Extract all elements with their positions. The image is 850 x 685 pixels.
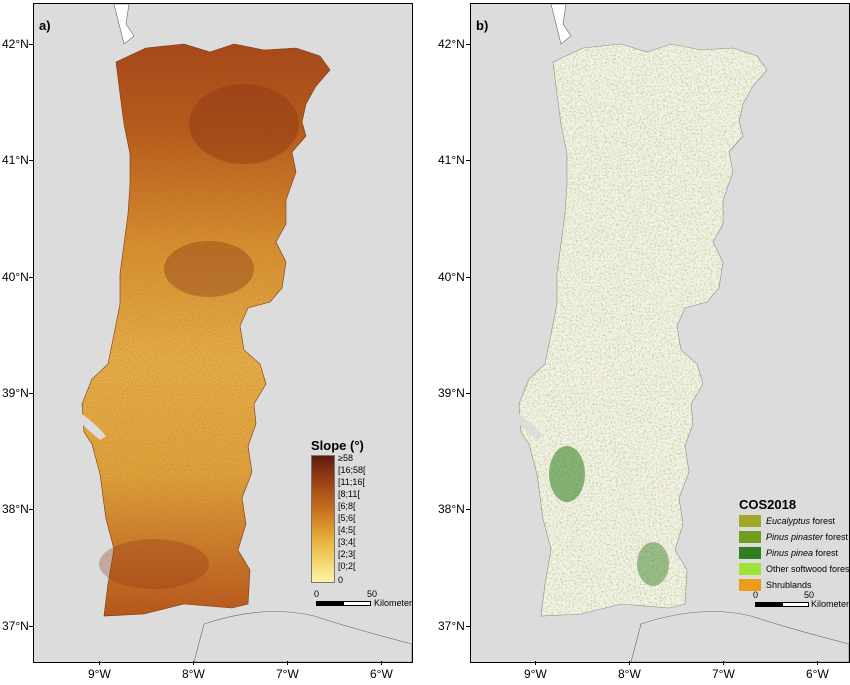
longitude-tickmark (723, 661, 724, 665)
longitude-label: 8°W (618, 667, 641, 681)
longitude-label: 7°W (276, 667, 299, 681)
slope-class-label: [3;4[ (338, 537, 356, 547)
cos-legend-item-eucalyptus: Eucalyptus forest (739, 515, 849, 528)
slope-map (81, 4, 412, 662)
cos-legend-title: COS2018 (739, 497, 797, 512)
cos-legend-item-pinus-pinaster: Pinus pinaster forest (739, 531, 849, 544)
latitude-tickmark (29, 277, 33, 278)
landcover-map-panel: b) COS2018 Eucalyptus forest Pinus pinas… (470, 3, 850, 663)
scale-bar-unit: Kilometers (811, 599, 850, 609)
cos-legend-item-shrublands: Shrublands (739, 579, 849, 592)
longitude-label: 6°W (806, 667, 829, 681)
scale-bar-white-segment (782, 602, 809, 607)
slope-class-label: [0;2[ (338, 561, 356, 571)
latitude-tickmark (29, 509, 33, 510)
slope-class-label: [2;3[ (338, 549, 356, 559)
scale-bar-black-segment (755, 602, 782, 607)
longitude-label: 7°W (712, 667, 735, 681)
scale-bar-end: 50 (804, 590, 815, 600)
longitude-label: 8°W (182, 667, 205, 681)
cos-legend-item-other-softwood: Other softwood forest (739, 563, 849, 576)
latitude-tickmark (29, 160, 33, 161)
longitude-tickmark (287, 661, 288, 665)
latitude-tickmark (29, 44, 33, 45)
latitude-label: 41°N (2, 153, 29, 167)
latitude-label: 41°N (438, 153, 465, 167)
slope-class-label: [16;58[ (338, 465, 366, 475)
latitude-label: 38°N (438, 502, 465, 516)
slope-class-label: 0 (338, 575, 344, 585)
slope-class-label: [6;8[ (338, 501, 356, 511)
latitude-label: 39°N (2, 386, 29, 400)
longitude-label: 9°W (88, 667, 111, 681)
scale-bar-start: 0 (753, 590, 759, 600)
scale-bar: 0 50 Kilometers (753, 590, 850, 610)
latitude-tickmark (466, 44, 470, 45)
landcover-map (518, 4, 849, 662)
slope-map-panel: a) Slope (°) ≥58 [16;58[ [11;16[ [8;11[ … (33, 3, 413, 663)
eucalyptus-swatch (739, 515, 761, 527)
latitude-tickmark (466, 626, 470, 627)
pinus-pinaster-swatch (739, 531, 761, 543)
cos-legend-label: Shrublands (766, 580, 812, 590)
cos-legend-label: Eucalyptus forest (766, 516, 836, 526)
slope-class-label: [11;16[ (338, 477, 365, 487)
slope-class-label: ≥58 (338, 453, 353, 463)
latitude-label: 42°N (2, 37, 29, 51)
panel-b-label: b) (476, 18, 489, 33)
latitude-tickmark (466, 160, 470, 161)
cos-legend-label: Pinus pinaster forest (766, 532, 849, 542)
longitude-tickmark (99, 661, 100, 665)
latitude-label: 37°N (2, 619, 29, 633)
scale-bar-end: 50 (367, 589, 378, 599)
latitude-tickmark (466, 509, 470, 510)
latitude-label: 39°N (438, 386, 465, 400)
latitude-label: 40°N (438, 270, 465, 284)
longitude-tickmark (193, 661, 194, 665)
latitude-label: 42°N (438, 37, 465, 51)
scale-bar: 0 50 Kilometers (314, 589, 413, 609)
latitude-tickmark (29, 393, 33, 394)
scale-bar-white-segment (343, 601, 371, 606)
latitude-label: 38°N (2, 502, 29, 516)
latitude-tickmark (466, 393, 470, 394)
longitude-tickmark (629, 661, 630, 665)
other-softwood-swatch (739, 563, 761, 575)
slope-legend-title: Slope (°) (311, 438, 364, 453)
latitude-label: 37°N (438, 619, 465, 633)
slope-class-label: [8;11[ (338, 489, 360, 499)
latitude-tickmark (466, 277, 470, 278)
longitude-label: 6°W (370, 667, 393, 681)
longitude-label: 9°W (524, 667, 547, 681)
slope-class-label: [5;6[ (338, 513, 356, 523)
longitude-tickmark (535, 661, 536, 665)
cos-legend-label: Pinus pinea forest (766, 548, 839, 558)
scale-bar-black-segment (316, 601, 343, 606)
scale-bar-unit: Kilometers (374, 598, 413, 608)
latitude-label: 40°N (2, 270, 29, 284)
panel-a-label: a) (39, 18, 51, 33)
slope-class-label: [4;5[ (338, 525, 356, 535)
longitude-tickmark (381, 661, 382, 665)
shrublands-swatch (739, 579, 761, 591)
latitude-tickmark (29, 626, 33, 627)
pinus-pinea-swatch (739, 547, 761, 559)
cos-legend-label: Other softwood forest (766, 564, 850, 574)
scale-bar-start: 0 (314, 589, 320, 599)
longitude-tickmark (817, 661, 818, 665)
cos-legend-item-pinus-pinea: Pinus pinea forest (739, 547, 849, 560)
slope-color-ramp (311, 455, 335, 583)
